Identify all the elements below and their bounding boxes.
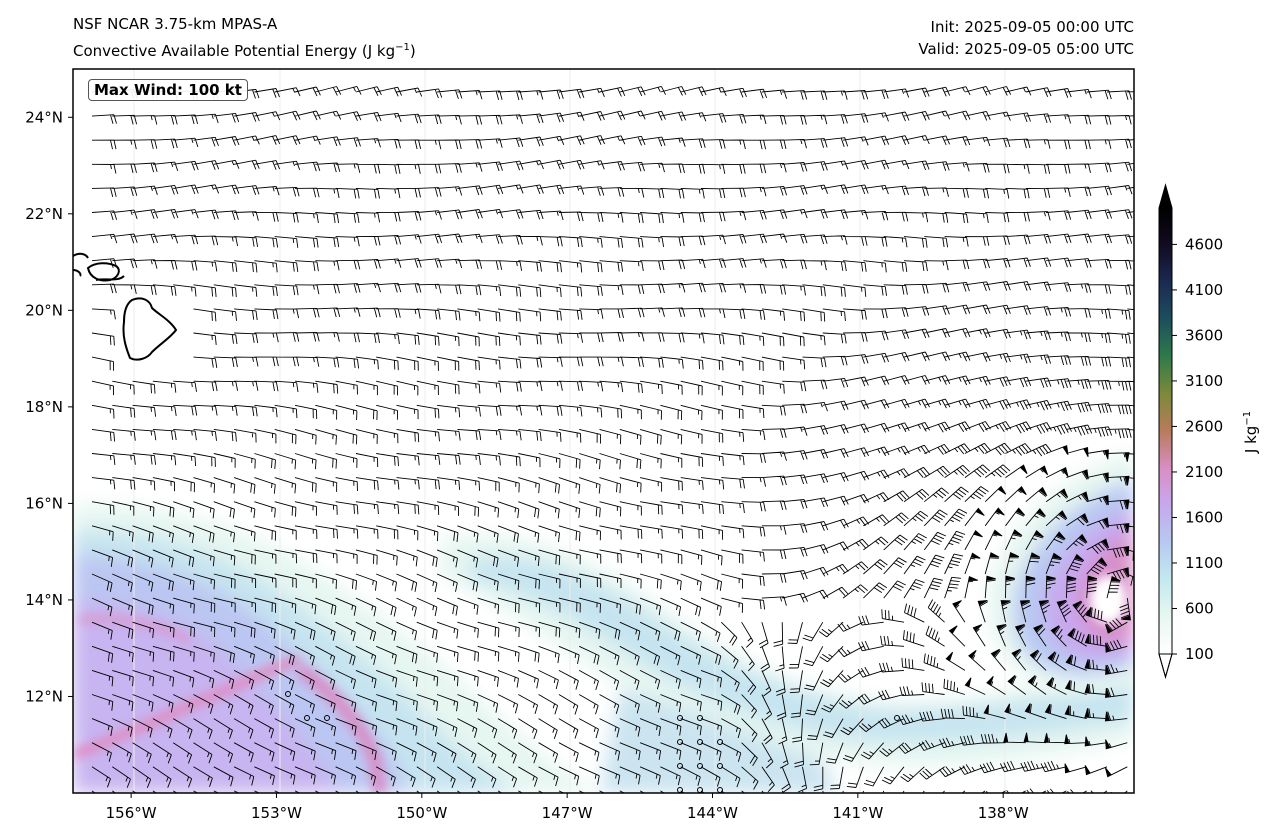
colorbar-extend-min [1158,653,1173,679]
colorbar-tick-label: 4600 [1185,235,1223,253]
colorbar-tick-label: 3600 [1185,326,1223,344]
lat-tick-label: 20°N [25,301,63,319]
lat-tick-label: 14°N [25,591,63,609]
lat-tick-label: 24°N [25,108,63,126]
init-time: Init: 2025-09-05 00:00 UTC [930,18,1134,36]
calm-markers [285,691,900,793]
lon-tick-label: 138°W [978,804,1029,822]
lon-tick-label: 141°W [832,804,883,822]
latitude-ticks: 12°N 14°N 16°N 18°N 20°N 22°N 24°N [25,108,73,705]
lon-tick-label: 153°W [251,804,302,822]
lat-tick-label: 18°N [25,398,63,416]
colorbar-tick-label: 2600 [1185,417,1223,435]
lon-tick-label: 156°W [106,804,157,822]
colorbar-gradient [1159,208,1172,654]
valid-time: Valid: 2025-09-05 05:00 UTC [918,40,1134,58]
colorbar-extend-max [1159,185,1172,208]
cape-shading [73,69,1134,793]
plot-title: NSF NCAR 3.75-km MPAS-A Convective Avail… [73,12,416,63]
colorbar-label: J kg−1 [1242,411,1260,454]
lat-tick-label: 16°N [25,494,63,512]
colorbar-tick-label: 1100 [1185,554,1223,572]
lat-tick-label: 12°N [25,687,63,705]
colorbar: 100 600 1100 1600 2100 2600 3100 3600 4100 4600 J… [1158,183,1260,679]
field-name: Convective Available Potential Energy (J… [73,42,416,60]
max-wind-annotation: Max Wind: 100 kt [88,79,248,101]
lon-tick-label: 144°W [687,804,738,822]
longitude-ticks: 156°W 153°W 150°W 147°W 144°W 141°W 138°W [106,793,1029,822]
colorbar-tick-label: 100 [1185,645,1214,663]
colorbar-ticks: 100 600 1100 1600 2100 2600 3100 3600 4100 4600 [1172,235,1223,663]
model-name: NSF NCAR 3.75-km MPAS-A [73,15,278,33]
colorbar-tick-label: 2100 [1185,463,1223,481]
colorbar-tick-label: 4100 [1185,281,1223,299]
lon-tick-label: 150°W [396,804,447,822]
map-frame [72,68,1135,794]
time-info: Init: 2025-09-05 00:00 UTC Valid: 2025-0… [918,16,1134,60]
colorbar-tick-label: 1600 [1185,508,1223,526]
lat-tick-label: 22°N [25,205,63,223]
coastline-hawaii [73,252,178,361]
colorbar-tick-label: 3100 [1185,372,1223,390]
lon-tick-label: 147°W [542,804,593,822]
colorbar-tick-label: 600 [1185,599,1214,617]
